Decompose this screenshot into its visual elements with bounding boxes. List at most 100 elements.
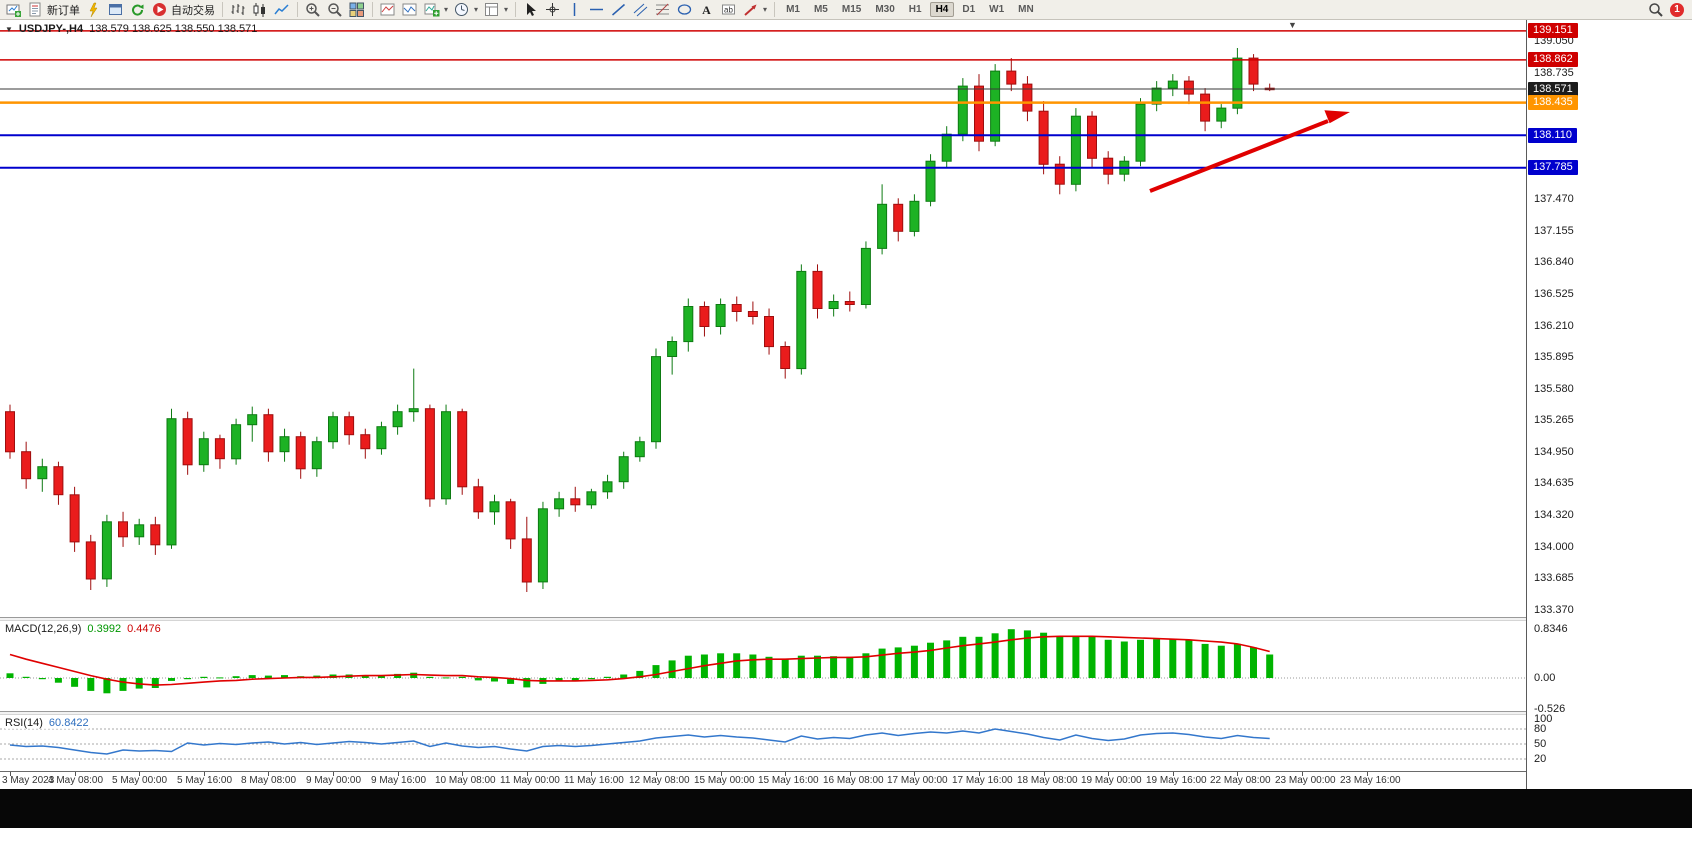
label-button[interactable]: ab (718, 1, 740, 18)
auto-scroll-button[interactable] (377, 1, 399, 18)
candle (263, 414, 274, 453)
periods-button[interactable]: ▾ (451, 1, 481, 18)
price-axis: 139.050 138.735 137.470 137.155 136.840 136.5… (1526, 20, 1692, 789)
macd-bar (620, 674, 628, 678)
timeframe-button-M30[interactable]: M30 (875, 4, 895, 15)
notification-badge[interactable]: 1 (1670, 3, 1684, 17)
shapes-button[interactable] (674, 1, 696, 18)
new-order-button[interactable]: 新订单 (25, 1, 83, 18)
candle (764, 316, 774, 348)
macd-bar (668, 660, 676, 678)
macd-scale-label: 0.00 (1534, 672, 1556, 684)
candle (844, 301, 855, 305)
macd-bar (1185, 640, 1193, 678)
rsi-panel-plot[interactable] (0, 715, 1526, 771)
one-click-trading-toggle[interactable]: ▼ (5, 24, 13, 34)
taskbar[interactable] (0, 789, 1692, 828)
timeframe-button-D1[interactable]: D1 (962, 4, 976, 15)
search-icon[interactable] (1648, 2, 1664, 18)
line-chart-button[interactable] (271, 1, 293, 18)
channel-button[interactable] (630, 1, 652, 18)
time-tick (268, 772, 269, 776)
time-tick-label: 18 May 08:00 (1017, 775, 1078, 786)
trend-arrow[interactable] (1149, 110, 1350, 193)
horizontal-line-button[interactable] (586, 1, 608, 18)
trendline-button[interactable] (608, 1, 630, 18)
macd-bar (491, 678, 498, 682)
macd-bar (442, 677, 450, 679)
fibonacci-button[interactable] (652, 1, 674, 18)
candle (424, 408, 435, 500)
macd-bar (103, 678, 111, 694)
arrows-button[interactable]: ▾ (740, 1, 770, 18)
chart-shift-marker[interactable]: ▼ (1288, 20, 1297, 30)
candle (441, 411, 451, 500)
timeframe-button-H1[interactable]: H1 (908, 4, 922, 15)
candle (586, 491, 597, 506)
macd-bar (200, 676, 208, 678)
macd-bar (927, 642, 934, 678)
toolbar-separator (222, 2, 223, 17)
panel-separator[interactable] (0, 711, 1692, 715)
tile-windows-button[interactable] (346, 1, 368, 18)
panel-separator[interactable] (0, 617, 1692, 621)
macd-bar (1023, 630, 1031, 678)
candle (1103, 157, 1114, 175)
text-button[interactable]: A (696, 1, 718, 18)
candle (311, 441, 322, 470)
price-tick-label: 134.320 (1534, 509, 1574, 521)
zoom-in-button[interactable] (302, 1, 324, 18)
data-window-button[interactable] (105, 1, 127, 18)
price-tick-label: 134.950 (1534, 446, 1574, 458)
candle (279, 436, 290, 453)
timeframe-button-M1[interactable]: M1 (786, 4, 800, 15)
bars-icon (230, 2, 246, 18)
linechart-icon (274, 2, 290, 18)
vertical-line-button[interactable] (564, 1, 586, 18)
cursor-button[interactable] (520, 1, 542, 18)
time-tick-label: 23 May 00:00 (1275, 775, 1336, 786)
price-tick-label: 136.840 (1534, 256, 1574, 268)
indicators-button[interactable]: ▾ (421, 1, 451, 18)
candle (974, 85, 984, 142)
candle (376, 426, 387, 450)
macd-bar (1217, 645, 1225, 678)
toolbar-separator (372, 2, 373, 17)
rsi-scale-label: 80 (1534, 723, 1547, 735)
time-tick (591, 772, 592, 776)
timeframe-button-MN[interactable]: MN (1018, 4, 1034, 15)
level-price-badge: 139.151 (1528, 23, 1578, 38)
macd-signal-value: 0.4476 (127, 623, 161, 635)
time-tick (1367, 772, 1368, 776)
candle (812, 270, 823, 309)
macd-scale-label: -0.526 (1534, 703, 1566, 715)
time-tick (1173, 772, 1174, 776)
main-chart-plot[interactable] (0, 21, 1526, 617)
chart-shift-button[interactable] (399, 1, 421, 18)
text-icon: A (699, 2, 715, 18)
timeframe-button-W1[interactable]: W1 (989, 4, 1005, 15)
candle (1167, 80, 1178, 89)
chart-area[interactable]: 3 May 2023 4 May 08:00 5 May 00:00 5 May 16… (0, 20, 1692, 789)
templates-button[interactable]: ▾ (481, 1, 511, 18)
timeframe-button-H4[interactable]: H4 (929, 2, 955, 17)
candlestick-chart-button[interactable] (249, 1, 271, 18)
timeframe-button-M15[interactable]: M15 (841, 4, 862, 15)
bar-chart-button[interactable] (227, 1, 249, 18)
candle (214, 438, 225, 460)
timeframe-button-M5[interactable]: M5 (813, 4, 828, 15)
macd-panel-plot[interactable] (0, 621, 1526, 711)
time-tick (139, 772, 140, 776)
refresh-button[interactable] (127, 1, 149, 18)
metaeditor-button[interactable] (83, 1, 105, 18)
time-tick (75, 772, 76, 776)
new-order-button-label: 新订单 (47, 4, 80, 17)
new-chart-button[interactable] (3, 1, 25, 18)
macd-scale-label: 0.8346 (1534, 623, 1568, 635)
candle (893, 203, 904, 232)
crosshair-button[interactable] (542, 1, 564, 18)
macd-bar (22, 676, 30, 678)
autotrading-button[interactable]: 自动交易 (149, 1, 218, 18)
candle (295, 436, 306, 470)
zoom-out-button[interactable] (324, 1, 346, 18)
